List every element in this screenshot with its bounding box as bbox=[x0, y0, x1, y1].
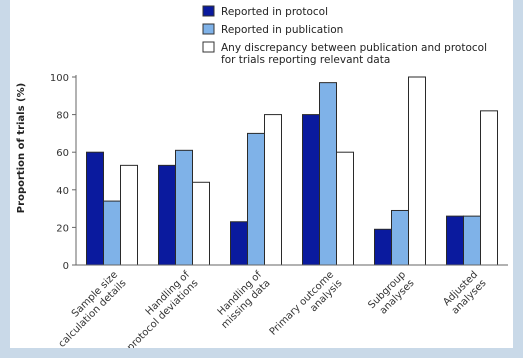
bar-2 bbox=[319, 82, 337, 266]
y-tick-label: 100 bbox=[50, 73, 69, 84]
bar-1 bbox=[302, 114, 320, 266]
chart-frame: Reported in protocol Reported in publicat… bbox=[10, 0, 513, 353]
bars bbox=[86, 76, 498, 266]
bar-1 bbox=[374, 228, 392, 266]
legend-swatch-1 bbox=[202, 5, 215, 17]
x-axis: Sample sizecalculation details Handling o… bbox=[48, 264, 508, 353]
bar-2 bbox=[175, 149, 193, 266]
x-tick-label: Handling ofprotocol deviations bbox=[117, 269, 201, 348]
y-tick-label: 80 bbox=[56, 111, 69, 122]
legend-label-1: Reported in protocol bbox=[221, 6, 328, 18]
bar-3 bbox=[264, 114, 282, 266]
bar-3 bbox=[120, 164, 138, 266]
bar-1 bbox=[158, 164, 176, 266]
bar-1 bbox=[86, 151, 104, 266]
x-tick-label: Subgroupanalyses bbox=[366, 269, 416, 319]
y-tick-label: 20 bbox=[56, 223, 69, 234]
legend-swatch-3 bbox=[202, 41, 215, 53]
bar-1 bbox=[230, 221, 248, 266]
bar-3 bbox=[336, 151, 354, 266]
bar-2 bbox=[463, 215, 481, 266]
bar-3 bbox=[480, 110, 498, 266]
legend-label-2: Reported in publication bbox=[221, 24, 343, 36]
bar-2 bbox=[103, 200, 121, 266]
y-tick-label: 40 bbox=[56, 186, 69, 197]
x-tick-label: Adjustedanalyses bbox=[441, 269, 488, 316]
x-tick-label: Sample sizecalculation details bbox=[48, 269, 128, 348]
legend-swatch-2 bbox=[202, 23, 215, 35]
bar-2 bbox=[247, 132, 265, 266]
bar-3 bbox=[192, 181, 210, 266]
bar-2 bbox=[391, 209, 409, 266]
legend-label-3: Any discrepancy between publication and … bbox=[221, 42, 487, 66]
bar-3 bbox=[408, 76, 426, 266]
bar-chart: Reported in protocol Reported in publicat… bbox=[16, 5, 508, 353]
y-axis-label: Proportion of trials (%) bbox=[16, 83, 27, 213]
y-tick-label: 60 bbox=[56, 148, 69, 159]
bar-1 bbox=[446, 215, 464, 266]
y-axis: 0 20 40 60 80 100 bbox=[50, 73, 77, 272]
x-tick-label: Handling ofmissing data bbox=[211, 269, 273, 331]
legend: Reported in protocol Reported in publicat… bbox=[202, 5, 487, 66]
y-tick-label: 0 bbox=[63, 261, 69, 272]
x-tick-label: Primary outcomeanalysis bbox=[268, 269, 345, 346]
